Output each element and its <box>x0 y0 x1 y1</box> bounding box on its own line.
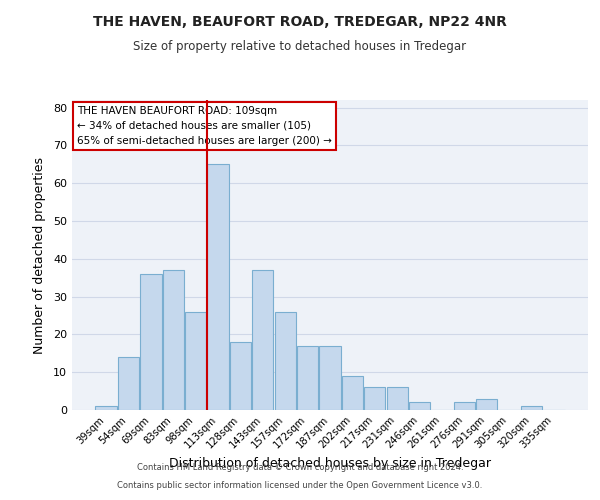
Bar <box>364 388 385 410</box>
Bar <box>208 164 229 410</box>
Bar <box>319 346 341 410</box>
Bar <box>386 388 408 410</box>
Text: Contains public sector information licensed under the Open Government Licence v3: Contains public sector information licen… <box>118 480 482 490</box>
Text: THE HAVEN, BEAUFORT ROAD, TREDEGAR, NP22 4NR: THE HAVEN, BEAUFORT ROAD, TREDEGAR, NP22… <box>93 15 507 29</box>
Bar <box>297 346 318 410</box>
Y-axis label: Number of detached properties: Number of detached properties <box>33 156 46 354</box>
Text: Contains HM Land Registry data © Crown copyright and database right 2024.: Contains HM Land Registry data © Crown c… <box>137 463 463 472</box>
Bar <box>230 342 251 410</box>
Bar <box>275 312 296 410</box>
Bar <box>342 376 363 410</box>
Text: THE HAVEN BEAUFORT ROAD: 109sqm
← 34% of detached houses are smaller (105)
65% o: THE HAVEN BEAUFORT ROAD: 109sqm ← 34% of… <box>77 106 332 146</box>
Bar <box>454 402 475 410</box>
Bar <box>95 406 117 410</box>
Bar <box>185 312 206 410</box>
Bar <box>140 274 161 410</box>
Bar <box>163 270 184 410</box>
X-axis label: Distribution of detached houses by size in Tredegar: Distribution of detached houses by size … <box>169 458 491 470</box>
Bar <box>521 406 542 410</box>
Bar <box>409 402 430 410</box>
Text: Size of property relative to detached houses in Tredegar: Size of property relative to detached ho… <box>133 40 467 53</box>
Bar <box>252 270 274 410</box>
Bar <box>118 357 139 410</box>
Bar <box>476 398 497 410</box>
